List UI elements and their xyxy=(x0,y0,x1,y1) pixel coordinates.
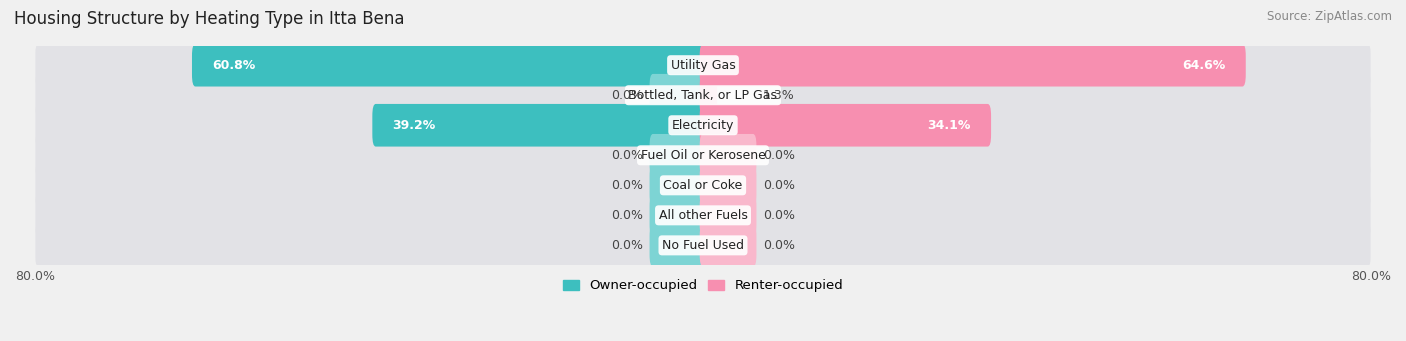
FancyBboxPatch shape xyxy=(35,75,1371,115)
Text: 0.0%: 0.0% xyxy=(763,239,796,252)
Text: Source: ZipAtlas.com: Source: ZipAtlas.com xyxy=(1267,10,1392,23)
Text: No Fuel Used: No Fuel Used xyxy=(662,239,744,252)
FancyBboxPatch shape xyxy=(650,134,706,177)
FancyBboxPatch shape xyxy=(35,195,1371,235)
Text: 1.3%: 1.3% xyxy=(763,89,794,102)
FancyBboxPatch shape xyxy=(650,74,706,117)
FancyBboxPatch shape xyxy=(193,44,706,87)
FancyBboxPatch shape xyxy=(35,135,1371,175)
FancyBboxPatch shape xyxy=(650,164,706,207)
Text: All other Fuels: All other Fuels xyxy=(658,209,748,222)
Text: 64.6%: 64.6% xyxy=(1182,59,1226,72)
Text: 0.0%: 0.0% xyxy=(610,89,643,102)
Legend: Owner-occupied, Renter-occupied: Owner-occupied, Renter-occupied xyxy=(558,274,848,298)
Text: Utility Gas: Utility Gas xyxy=(671,59,735,72)
Text: 0.0%: 0.0% xyxy=(763,179,796,192)
Text: 0.0%: 0.0% xyxy=(610,239,643,252)
FancyBboxPatch shape xyxy=(35,105,1371,145)
Text: Bottled, Tank, or LP Gas: Bottled, Tank, or LP Gas xyxy=(628,89,778,102)
FancyBboxPatch shape xyxy=(700,104,991,147)
Text: 0.0%: 0.0% xyxy=(610,179,643,192)
Text: 34.1%: 34.1% xyxy=(928,119,972,132)
FancyBboxPatch shape xyxy=(650,224,706,267)
FancyBboxPatch shape xyxy=(35,225,1371,266)
FancyBboxPatch shape xyxy=(373,104,706,147)
FancyBboxPatch shape xyxy=(35,165,1371,205)
Text: 0.0%: 0.0% xyxy=(610,209,643,222)
Text: 0.0%: 0.0% xyxy=(763,149,796,162)
FancyBboxPatch shape xyxy=(700,134,756,177)
Text: 0.0%: 0.0% xyxy=(610,149,643,162)
FancyBboxPatch shape xyxy=(700,164,756,207)
FancyBboxPatch shape xyxy=(700,224,756,267)
Text: Electricity: Electricity xyxy=(672,119,734,132)
FancyBboxPatch shape xyxy=(700,194,756,237)
Text: 60.8%: 60.8% xyxy=(212,59,256,72)
FancyBboxPatch shape xyxy=(700,44,1246,87)
Text: Coal or Coke: Coal or Coke xyxy=(664,179,742,192)
Text: Housing Structure by Heating Type in Itta Bena: Housing Structure by Heating Type in Itt… xyxy=(14,10,405,28)
FancyBboxPatch shape xyxy=(35,45,1371,85)
Text: 0.0%: 0.0% xyxy=(763,209,796,222)
FancyBboxPatch shape xyxy=(700,74,717,117)
Text: Fuel Oil or Kerosene: Fuel Oil or Kerosene xyxy=(641,149,765,162)
FancyBboxPatch shape xyxy=(650,194,706,237)
Text: 39.2%: 39.2% xyxy=(392,119,436,132)
